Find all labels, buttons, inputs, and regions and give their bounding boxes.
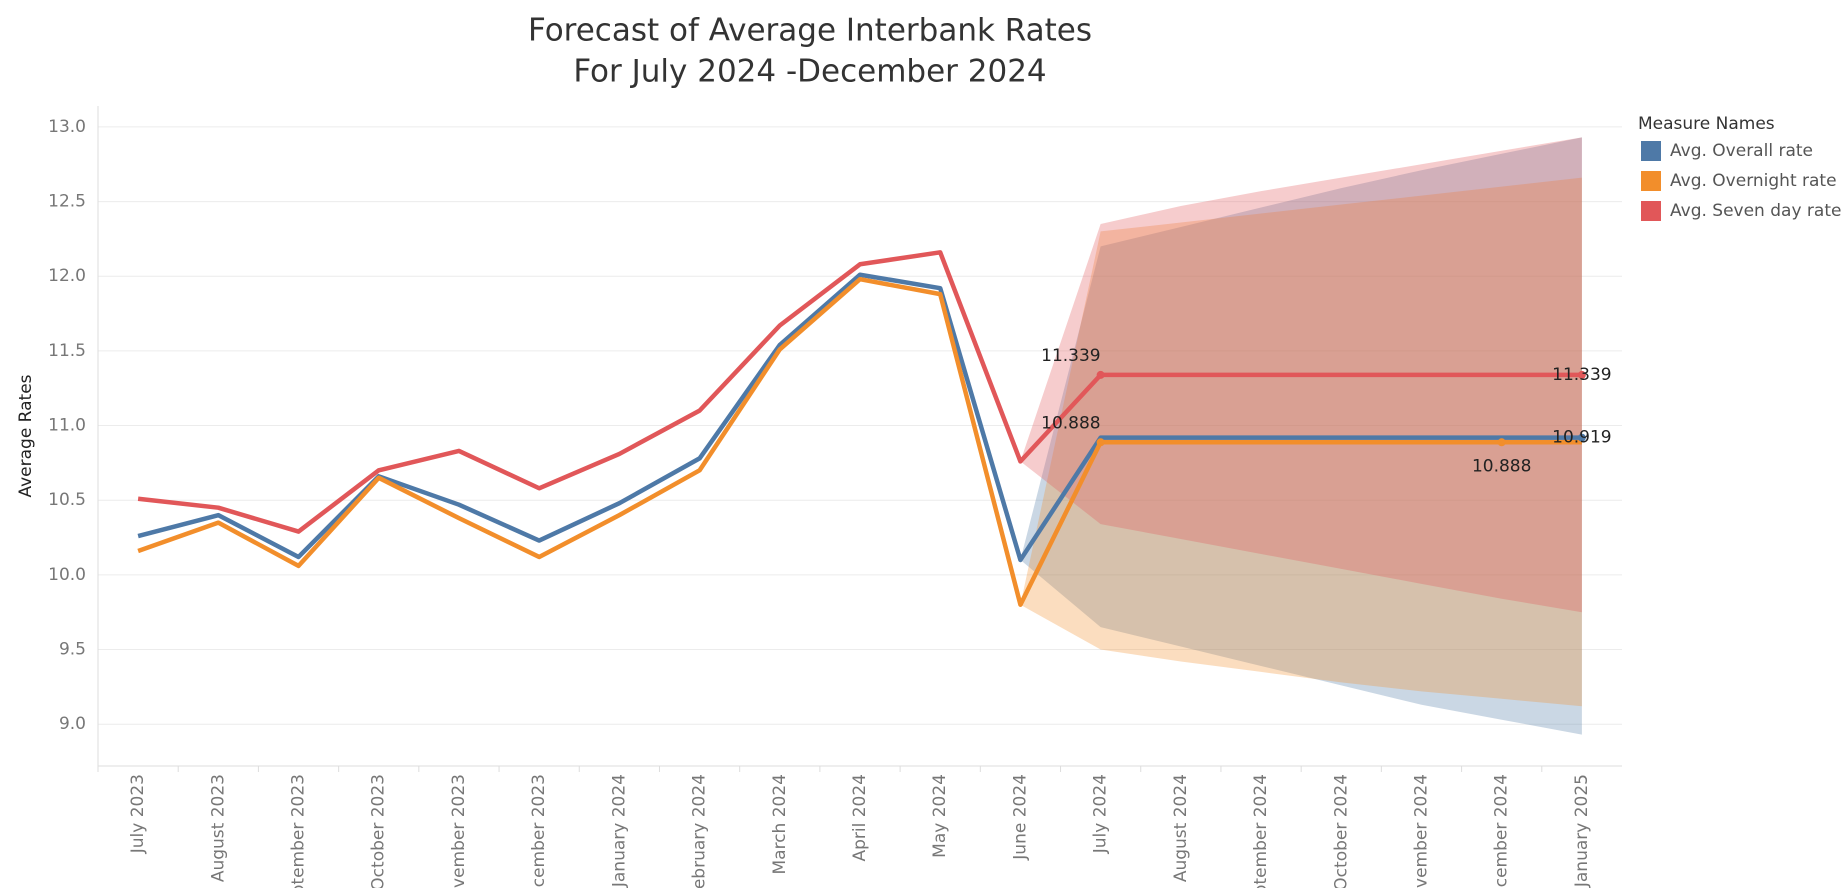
x-tick-label: December 2023 xyxy=(529,774,549,888)
legend-swatch xyxy=(1641,141,1661,161)
data-label: 10.919 xyxy=(1552,428,1611,448)
series-line xyxy=(137,276,1582,607)
y-tick-label: 12.5 xyxy=(48,192,86,212)
chart-subtitle: For July 2024 -December 2024 xyxy=(573,54,1046,90)
y-tick-label: 9.0 xyxy=(59,714,86,734)
data-label: 11.339 xyxy=(1041,346,1100,366)
x-tick-label: December 2024 xyxy=(1492,774,1512,888)
chart-title: Forecast of Average Interbank Rates xyxy=(528,13,1092,49)
point xyxy=(1577,433,1586,442)
x-tick-label: March 2024 xyxy=(770,774,790,875)
x-tick-label: July 2024 xyxy=(1091,774,1111,854)
data-label: 11.339 xyxy=(1552,365,1611,385)
y-tick-label: 11.5 xyxy=(48,341,86,361)
x-tick-label: April 2024 xyxy=(850,774,870,862)
x-tick-label: January 2024 xyxy=(609,774,629,888)
legend-label: Avg. Overall rate xyxy=(1670,141,1813,161)
y-tick-label: 11.0 xyxy=(48,416,86,436)
legend-swatch xyxy=(1641,171,1661,191)
y-tick-label: 13.0 xyxy=(48,117,86,137)
x-tick-label: February 2024 xyxy=(690,774,710,888)
x-tick-label: August 2024 xyxy=(1171,774,1191,882)
y-tick-label: 12.0 xyxy=(48,266,86,286)
x-tick-label: September 2024 xyxy=(1251,774,1271,888)
x-tick-label: October 2023 xyxy=(369,774,389,888)
point xyxy=(1096,370,1105,379)
series-line xyxy=(137,250,1582,534)
point xyxy=(1577,370,1586,379)
point xyxy=(1096,438,1105,447)
x-tick-label: June 2024 xyxy=(1010,774,1030,861)
legend-label: Avg. Seven day rate xyxy=(1670,201,1841,221)
y-tick-label: 9.5 xyxy=(59,640,86,660)
x-tick-label: September 2023 xyxy=(289,774,309,888)
y-tick-label: 10.0 xyxy=(48,565,86,585)
y-axis-title: Average Rates xyxy=(16,374,36,497)
x-tick-label: November 2023 xyxy=(449,774,469,888)
x-tick-label: November 2024 xyxy=(1411,774,1431,888)
x-tick-label: May 2024 xyxy=(930,774,950,858)
x-tick-label: January 2025 xyxy=(1572,774,1592,888)
x-tick-label: October 2024 xyxy=(1331,774,1351,888)
x-tick-label: August 2023 xyxy=(208,774,228,882)
data-label: 10.888 xyxy=(1472,456,1531,476)
y-tick-label: 10.5 xyxy=(48,490,86,510)
x-tick-label: July 2023 xyxy=(128,774,148,854)
legend-label: Avg. Overnight rate xyxy=(1670,171,1837,191)
point xyxy=(1497,438,1506,447)
data-label: 10.888 xyxy=(1041,413,1100,433)
legend-swatch xyxy=(1641,201,1661,221)
legend-title: Measure Names xyxy=(1638,114,1775,134)
